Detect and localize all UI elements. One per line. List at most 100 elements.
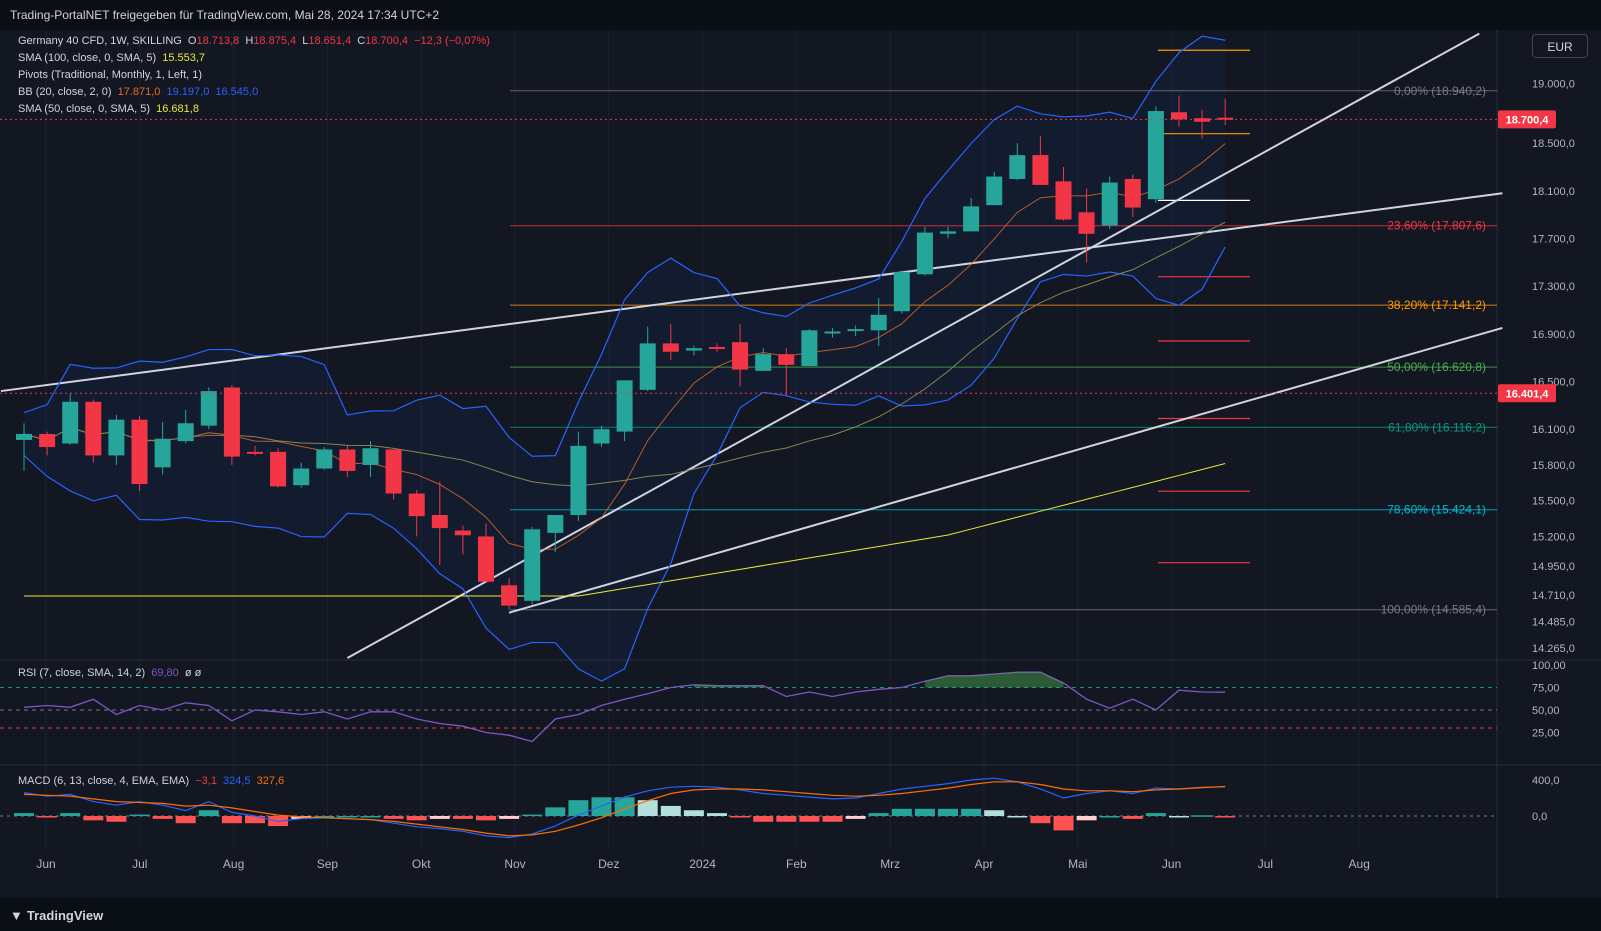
macd-signal-value: 327,6 [256, 775, 285, 787]
macd-histogram-bar [1076, 816, 1097, 821]
rsi-tick-label: 100,00 [1532, 660, 1566, 672]
candle-body [963, 206, 980, 232]
macd-legend[interactable]: MACD (6, 13, close, 4, EMA, EMA) −3,1 32… [18, 775, 287, 787]
candle-body [778, 354, 795, 365]
rsi-tick-label: 50,00 [1532, 705, 1560, 717]
price-tick-label: 14.950,0 [1532, 561, 1575, 573]
candle-body [662, 343, 679, 352]
sma100-label: SMA (100, close, 0, SMA, 5) [18, 52, 157, 64]
bb-legend[interactable]: BB (20, close, 2, 0) 17.871,0 19.197,0 1… [18, 86, 261, 98]
change-value: −12,3 (−0,07%) [414, 35, 490, 47]
time-axis[interactable]: Jun Jul Aug Sep Okt Nov Dez 2024 Feb Mrz Apr Mai Jun… [36, 857, 1370, 871]
rsi-legend[interactable]: RSI (7, close, SMA, 14, 2) 69,80 ø ø [18, 667, 204, 679]
candle-body [1194, 118, 1211, 122]
pivots-legend[interactable]: Pivots (Traditional, Monthly, 1, Left, 1… [18, 69, 205, 81]
candle-body [709, 346, 725, 349]
candle-body [223, 387, 240, 457]
candle-body [362, 448, 379, 465]
price-axis[interactable]: 19.000,0 18.500,0 18.100,0 17.700,0 17.300,0… [0, 79, 1575, 655]
bb-upper-line [23, 35, 1226, 457]
rsi-label: RSI (7, close, SMA, 14, 2) [18, 667, 146, 679]
sma50-label: SMA (50, close, 0, SMA, 5) [18, 103, 151, 115]
pivots-label: Pivots (Traditional, Monthly, 1, Left, 1… [18, 69, 203, 81]
rsi-overbought-fill [994, 672, 1018, 688]
price-tick-label: 15.500,0 [1532, 496, 1575, 508]
fib-level-label: 78,60% (15.424,1) [1387, 503, 1486, 517]
candle-body [131, 419, 148, 485]
trendline [508, 326, 1503, 614]
macd-histogram-bar [337, 816, 358, 818]
macd-histogram-bar [14, 813, 34, 816]
macd-histogram-bar [499, 816, 520, 819]
fibonacci-levels: 0,00% (18.940,2) 23,60% (17.807,6) 38,20% … [510, 84, 1497, 617]
fib-level-label: 23,60% (17.807,6) [1387, 219, 1486, 233]
macd-histogram-bar [637, 800, 658, 816]
candle-body [108, 419, 125, 456]
time-tick-label: Dez [598, 857, 619, 871]
macd-histogram-bar [938, 808, 958, 816]
macd-histogram-bar [845, 816, 866, 819]
tv-icon: ▼ [10, 908, 23, 923]
candle-body [85, 401, 102, 456]
fib-level-label: 38,20% (17.141,2) [1387, 298, 1486, 312]
macd-histogram-bar [914, 808, 935, 816]
macd-histogram-bar [799, 816, 820, 822]
candle-body [16, 433, 32, 440]
brand-name: TradingView [26, 908, 104, 923]
price-badge-label: 18.700,4 [1506, 114, 1550, 126]
macd-histogram-bar [383, 816, 404, 819]
macd-histogram-bar [406, 816, 427, 821]
price-tick-label: 15.800,0 [1532, 460, 1575, 472]
trendline [0, 192, 1503, 393]
macd-histogram-bar [314, 816, 335, 818]
close-label: C [357, 35, 366, 47]
time-tick-label: Jun [36, 857, 55, 871]
time-tick-label: Jul [1258, 857, 1273, 871]
candle-body [732, 342, 749, 370]
sma50-legend[interactable]: SMA (50, close, 0, SMA, 5) 16.681,8 [18, 103, 202, 115]
sma100-legend[interactable]: SMA (100, close, 0, SMA, 5) 15.553,7 [18, 52, 208, 64]
time-tick-label: Aug [223, 857, 244, 871]
macd-histogram-bar [1007, 816, 1028, 818]
candle-body [940, 231, 956, 234]
currency-button[interactable]: EUR [1532, 34, 1588, 58]
bb-lower-value: 16.545,0 [215, 86, 259, 98]
tradingview-logo[interactable]: ▼ TradingView [10, 908, 103, 923]
macd-histogram-bar [152, 816, 173, 819]
candle-body [270, 451, 287, 487]
candle-body [1124, 178, 1141, 208]
macd-histogram-bar [730, 816, 751, 818]
candle-body [916, 232, 933, 275]
time-tick-label: Nov [504, 857, 525, 871]
macd-histogram-bar [221, 816, 242, 824]
macd-histogram-bar [822, 816, 843, 822]
candle-body [824, 331, 841, 334]
macd-histogram-bar [1192, 815, 1213, 817]
close-value: 18.700,4 [365, 35, 408, 47]
chart-canvas[interactable]: 0,00% (18.940,2) 23,60% (17.807,6) 38,20% … [0, 30, 1601, 898]
bb-mid-value: 17.871,0 [117, 86, 161, 98]
low-value: 18.651,4 [308, 35, 352, 47]
candle-body [893, 271, 910, 312]
candle-body [1217, 117, 1234, 120]
rsi-overbought-fill [740, 685, 764, 688]
symbol-name: Germany 40 CFD, 1W, SKILLING [18, 35, 182, 47]
main-legend[interactable]: Germany 40 CFD, 1W, SKILLING O18.713,8 H… [18, 35, 493, 47]
price-badge-label: 16.401,4 [1506, 388, 1550, 400]
macd-histogram-bar [429, 816, 450, 819]
macd-tick-label: 400,0 [1532, 775, 1560, 787]
price-tick-label: 19.000,0 [1532, 79, 1575, 91]
candle-body [177, 423, 194, 442]
bb-label: BB (20, close, 2, 0) [18, 86, 112, 98]
time-tick-label: Apr [975, 857, 994, 871]
fib-level-label: 50,00% (16.620,8) [1387, 360, 1486, 374]
candle-body [39, 433, 56, 448]
price-tick-label: 14.710,0 [1532, 590, 1575, 602]
price-tick-label: 17.300,0 [1532, 281, 1575, 293]
time-tick-label: Sep [317, 857, 339, 871]
candle-body [870, 314, 887, 331]
macd-histogram-bar [360, 816, 381, 818]
high-value: 18.875,4 [253, 35, 297, 47]
macd-hist-value: −3,1 [195, 775, 217, 787]
open-label: O [187, 35, 197, 47]
